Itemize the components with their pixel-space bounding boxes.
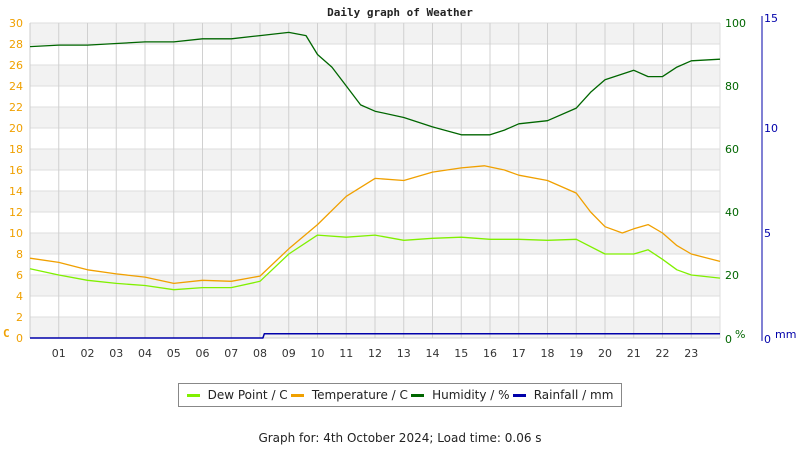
legend-item-humidity: Humidity / %	[411, 388, 510, 402]
svg-text:4: 4	[16, 290, 23, 303]
svg-text:18: 18	[9, 143, 23, 156]
humidity-line	[29, 31, 721, 136]
svg-text:23: 23	[684, 347, 698, 360]
svg-text:07: 07	[224, 347, 238, 360]
svg-text:20: 20	[598, 347, 612, 360]
svg-text:26: 26	[9, 59, 23, 72]
svg-text:22: 22	[656, 347, 670, 360]
svg-text:16: 16	[483, 347, 497, 360]
svg-text:11: 11	[339, 347, 353, 360]
svg-text:08: 08	[253, 347, 267, 360]
svg-text:02: 02	[81, 347, 95, 360]
svg-text:19: 19	[569, 347, 583, 360]
svg-text:06: 06	[196, 347, 210, 360]
svg-text:10: 10	[311, 347, 325, 360]
svg-text:01: 01	[52, 347, 66, 360]
dew-point-swatch	[186, 393, 200, 397]
svg-text:100: 100	[725, 17, 746, 30]
svg-text:24: 24	[9, 80, 23, 93]
legend-label: Temperature / C	[311, 388, 408, 402]
svg-text:16: 16	[9, 164, 23, 177]
svg-text:12: 12	[368, 347, 382, 360]
svg-text:22: 22	[9, 101, 23, 114]
svg-text:09: 09	[282, 347, 296, 360]
svg-text:12: 12	[9, 206, 23, 219]
svg-text:30: 30	[9, 17, 23, 30]
svg-text:mm: mm	[775, 328, 796, 341]
svg-text:8: 8	[16, 248, 23, 261]
svg-text:C: C	[3, 327, 10, 340]
svg-text:%: %	[735, 328, 745, 341]
legend-item-dew-point: Dew Point / C	[186, 388, 288, 402]
svg-text:5: 5	[764, 227, 771, 240]
humidity-swatch	[411, 393, 425, 397]
legend-item-rainfall: Rainfall / mm	[512, 388, 614, 402]
svg-text:15: 15	[454, 347, 468, 360]
svg-text:13: 13	[397, 347, 411, 360]
svg-text:14: 14	[9, 185, 23, 198]
svg-text:04: 04	[138, 347, 152, 360]
legend-label: Humidity / %	[432, 388, 510, 402]
svg-text:10: 10	[9, 227, 23, 240]
svg-text:28: 28	[9, 38, 23, 51]
svg-text:6: 6	[16, 269, 23, 282]
legend-label: Dew Point / C	[207, 388, 288, 402]
chart-title: Daily graph of Weather	[327, 6, 473, 19]
svg-text:15: 15	[764, 12, 778, 25]
temperature-c-line	[29, 165, 721, 285]
rainfall-mm-line	[30, 333, 720, 339]
svg-text:60: 60	[725, 143, 739, 156]
svg-text:0: 0	[725, 333, 732, 346]
svg-text:10: 10	[764, 122, 778, 135]
temperature-swatch	[290, 393, 304, 397]
svg-text:05: 05	[167, 347, 181, 360]
svg-text:20: 20	[9, 122, 23, 135]
svg-text:0: 0	[16, 332, 23, 345]
svg-text:03: 03	[109, 347, 123, 360]
graph-footer: Graph for: 4th October 2024; Load time: …	[258, 431, 542, 445]
svg-text:17: 17	[512, 347, 526, 360]
svg-text:40: 40	[725, 206, 739, 219]
chart-legend: Dew Point / C Temperature / C Humidity /…	[178, 383, 622, 407]
svg-text:2: 2	[16, 311, 23, 324]
legend-label: Rainfall / mm	[533, 388, 614, 402]
svg-text:14: 14	[426, 347, 440, 360]
dew-point-c-line	[29, 234, 721, 291]
svg-text:21: 21	[627, 347, 641, 360]
rainfall-swatch	[512, 393, 526, 397]
legend-item-temperature: Temperature / C	[290, 388, 408, 402]
svg-text:80: 80	[725, 80, 739, 93]
svg-text:18: 18	[541, 347, 555, 360]
svg-text:20: 20	[725, 269, 739, 282]
svg-text:0: 0	[764, 333, 771, 346]
